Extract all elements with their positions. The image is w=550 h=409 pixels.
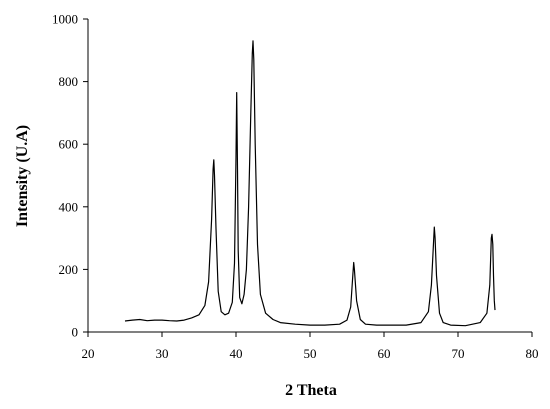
y-tick-label: 600 <box>59 137 79 152</box>
x-tick-label: 50 <box>304 346 317 361</box>
xrd-series-line <box>124 40 496 327</box>
series-layer <box>124 40 496 327</box>
x-tick-label: 70 <box>452 346 465 361</box>
y-tick-label: 200 <box>59 262 79 277</box>
x-ticks: 20 30 40 50 60 70 80 <box>82 332 539 361</box>
x-tick-label: 60 <box>378 346 391 361</box>
y-tick-label: 0 <box>72 325 79 340</box>
x-tick-label: 20 <box>82 346 95 361</box>
axes <box>87 19 532 333</box>
y-axis-title: Intensity (U.A) <box>14 125 31 227</box>
y-tick-label: 400 <box>59 199 79 214</box>
y-ticks: 0 200 400 600 800 1000 <box>52 12 88 340</box>
x-tick-label: 40 <box>230 346 243 361</box>
y-tick-label: 1000 <box>52 12 78 27</box>
x-axis-title: 2 Theta <box>285 382 337 399</box>
x-tick-label: 30 <box>156 346 169 361</box>
x-tick-label: 80 <box>526 346 539 361</box>
y-tick-label: 800 <box>59 74 79 89</box>
